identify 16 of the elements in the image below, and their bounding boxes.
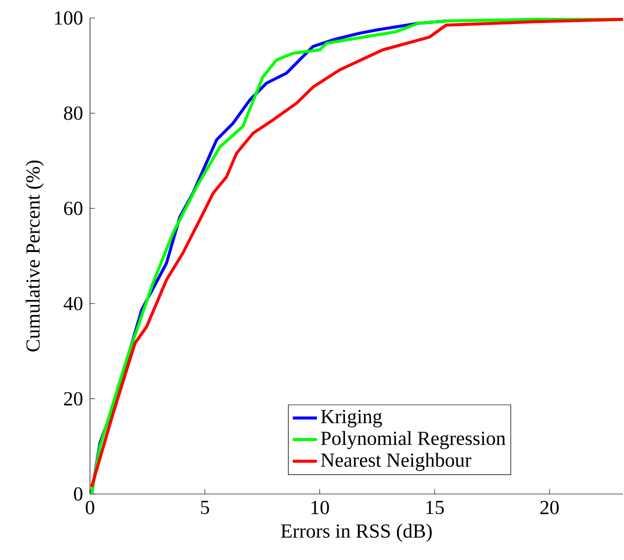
x-axis-title: Errors in RSS (dB) <box>280 524 432 542</box>
y-tick-label: 20 <box>64 392 82 406</box>
y-tick-label: 40 <box>64 296 82 310</box>
y-axis-title: Cumulative Percent (%) <box>26 160 44 352</box>
y-tick-label: 0 <box>74 487 82 501</box>
legend-label: Nearest Neighbour <box>320 452 472 471</box>
x-tick-label: 15 <box>426 500 444 514</box>
legend-label: Kriging <box>320 410 382 428</box>
x-tick-label: 5 <box>201 500 210 514</box>
y-tick-label: 60 <box>64 202 82 216</box>
legend-label: Polynomial Regression <box>320 431 506 450</box>
x-tick-label: 0 <box>86 500 94 514</box>
y-tick-label: 100 <box>55 11 82 25</box>
x-tick-label: 10 <box>312 500 329 514</box>
x-tick-label: 20 <box>540 500 559 514</box>
y-tick-label: 80 <box>64 106 82 120</box>
